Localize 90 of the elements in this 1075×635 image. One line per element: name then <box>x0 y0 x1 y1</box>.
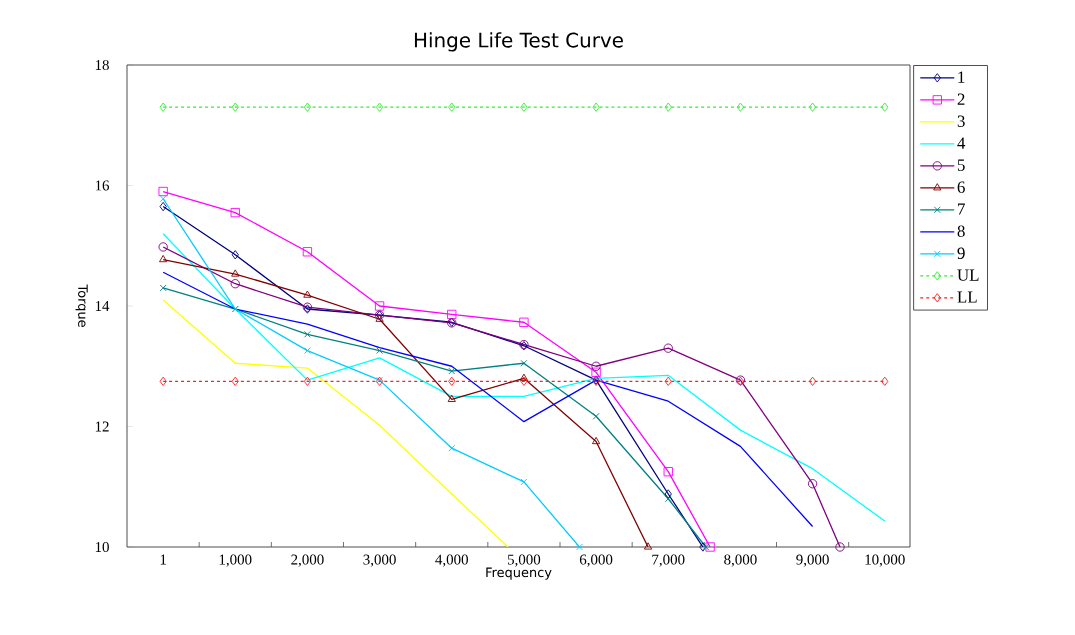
point <box>447 394 456 402</box>
point <box>374 301 385 311</box>
x-tick-label: 4,000 <box>435 554 468 567</box>
point <box>591 361 601 371</box>
x-tick-label: 2,000 <box>291 554 324 567</box>
line-series <box>162 299 509 547</box>
legend-label: 3 <box>957 115 965 127</box>
y-tick-label: 12 <box>95 421 109 432</box>
point <box>592 102 600 112</box>
point <box>881 102 889 112</box>
point <box>304 330 311 338</box>
point <box>591 367 601 377</box>
point <box>303 102 312 112</box>
point <box>230 279 240 289</box>
point <box>663 343 673 353</box>
x-tick-label: 1 <box>160 554 166 565</box>
point <box>520 359 528 367</box>
point <box>447 309 457 320</box>
point <box>664 102 672 112</box>
y-tick-label: 16 <box>95 180 110 191</box>
point <box>375 314 384 322</box>
point <box>519 317 529 327</box>
legend-label: 2 <box>957 93 965 105</box>
point <box>736 102 745 112</box>
point <box>231 376 239 386</box>
point <box>159 376 167 386</box>
x-tick-label: 8,000 <box>724 554 757 567</box>
legend-label: 4 <box>957 137 966 149</box>
x-tick-label: 10,000 <box>865 554 905 567</box>
point <box>705 542 715 552</box>
point <box>158 186 168 197</box>
point <box>159 254 168 263</box>
line-series <box>162 271 814 528</box>
point <box>231 102 239 112</box>
point <box>881 376 889 386</box>
point <box>303 290 312 298</box>
x-tick-label: 6,000 <box>579 554 613 567</box>
y-tick-label: 14 <box>95 301 110 311</box>
point <box>664 376 672 386</box>
legend-label: 5 <box>957 159 965 171</box>
legend-label: 6 <box>957 181 965 193</box>
line-series <box>162 233 886 522</box>
legend-label: LL <box>957 291 977 303</box>
legend-label: 1 <box>958 71 965 83</box>
point <box>663 467 673 477</box>
point <box>808 376 817 386</box>
point <box>159 195 167 203</box>
point <box>592 412 600 420</box>
point <box>448 367 456 375</box>
point <box>592 436 601 445</box>
point <box>808 102 817 112</box>
point <box>807 479 818 489</box>
x-tick-label: 7,000 <box>652 554 685 567</box>
point <box>643 542 653 550</box>
point <box>231 250 239 260</box>
point <box>520 376 528 386</box>
point <box>448 376 456 386</box>
x-tick-label: 3,000 <box>363 554 396 567</box>
x-tick-label: 9,000 <box>796 554 829 567</box>
point <box>304 347 311 354</box>
point <box>231 269 240 277</box>
point <box>159 102 167 112</box>
point <box>303 376 312 386</box>
point <box>519 373 528 381</box>
x-axis-title: Frequency <box>486 567 552 580</box>
point <box>835 542 845 552</box>
point <box>158 242 168 252</box>
point <box>520 102 528 112</box>
point <box>448 102 456 112</box>
legend-label: 8 <box>957 225 965 237</box>
point <box>664 495 672 503</box>
point <box>576 543 583 551</box>
point <box>376 347 383 354</box>
x-tick-label: 1,000 <box>219 554 252 567</box>
y-axis-title: Torque <box>75 284 88 327</box>
y-tick-label: 18 <box>95 59 109 71</box>
point <box>230 207 240 218</box>
x-tick-label: 5,000 <box>507 554 541 567</box>
point <box>302 247 313 257</box>
y-tick-label: 10 <box>95 541 109 553</box>
legend-label: 9 <box>957 247 965 259</box>
legend-label: 7 <box>958 203 965 215</box>
point <box>664 489 672 499</box>
point <box>520 478 528 486</box>
chart-title: Hinge Life Test Curve <box>414 32 623 52</box>
point <box>159 201 167 212</box>
point <box>448 444 456 452</box>
legend-label: UL <box>957 269 979 281</box>
point <box>375 102 384 112</box>
point <box>159 284 167 292</box>
